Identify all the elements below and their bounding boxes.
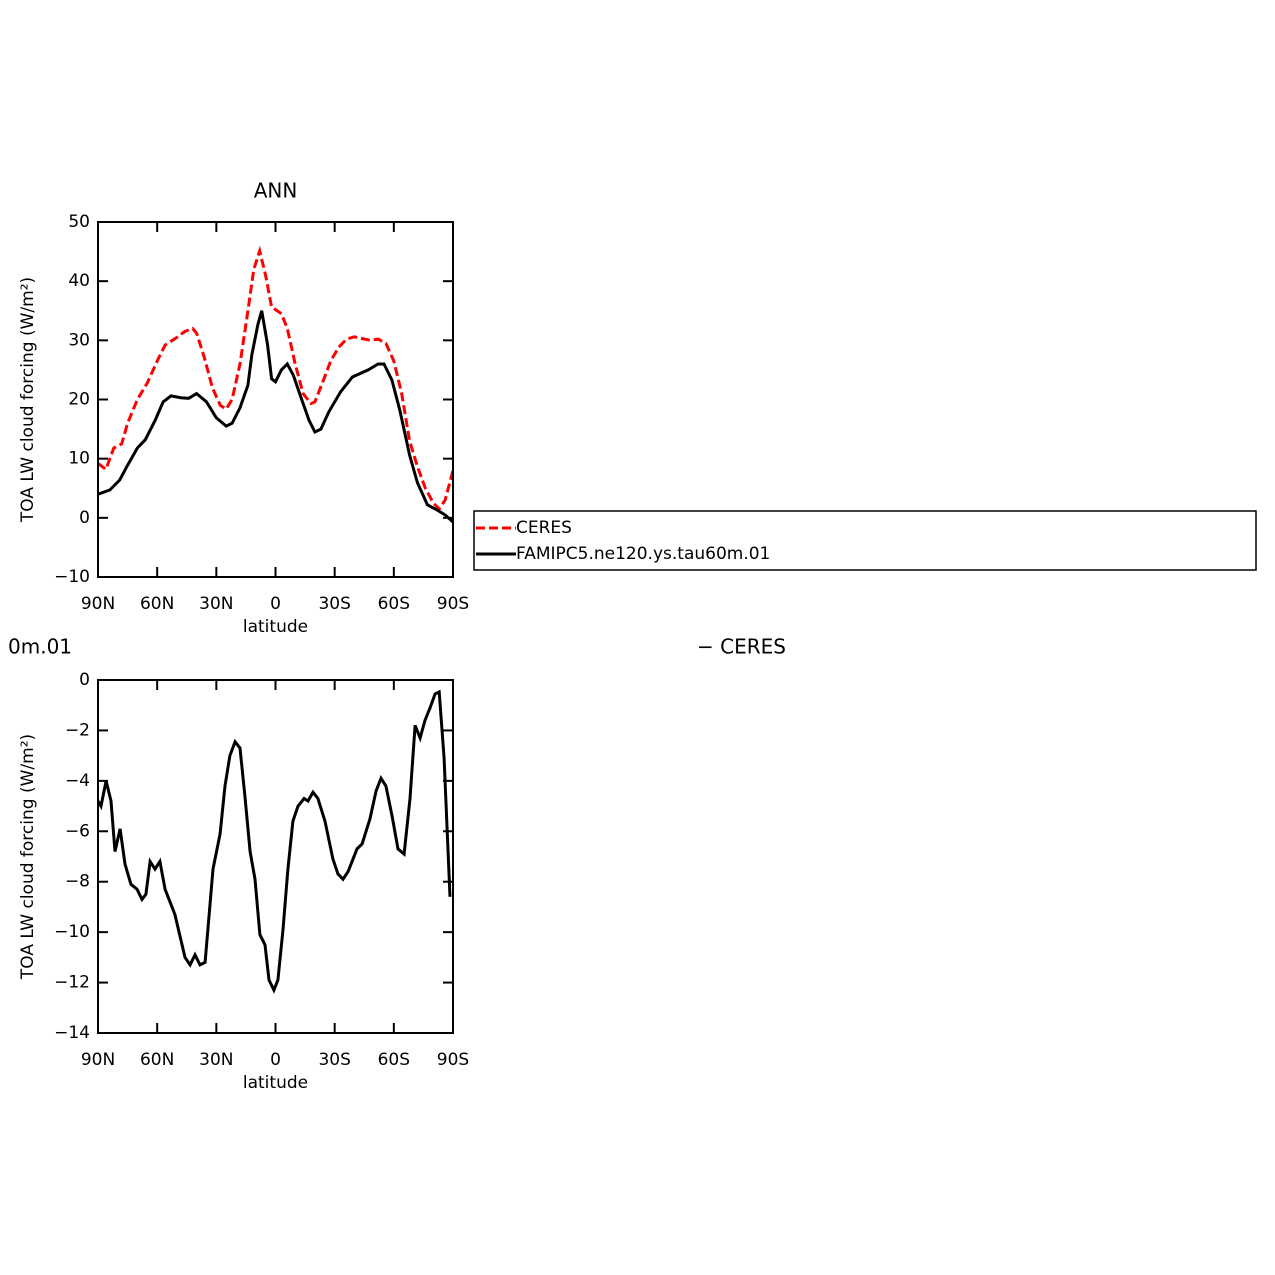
x-tick-label: 90N — [81, 1050, 115, 1070]
y-tick-label: −14 — [54, 1023, 90, 1043]
x-tick-label: 0 — [270, 1050, 281, 1070]
y-axis-label: TOA LW cloud forcing (W/m²) — [18, 734, 38, 980]
y-tick-label: −10 — [54, 922, 90, 942]
x-tick-label: 30S — [318, 594, 350, 614]
y-tick-label: 0 — [79, 508, 90, 528]
y-axis-label: TOA LW cloud forcing (W/m²) — [18, 277, 38, 523]
y-tick-label: 40 — [68, 271, 90, 291]
y-tick-label: −6 — [65, 821, 90, 841]
y-tick-label: −10 — [54, 567, 90, 587]
x-tick-label: 90N — [81, 594, 115, 614]
y-tick-label: 10 — [68, 449, 90, 469]
legend-label: FAMIPC5.ne120.ys.tau60m.01 — [516, 544, 770, 564]
y-tick-label: 20 — [68, 390, 90, 410]
title-fragment: − CERES — [697, 635, 786, 659]
x-tick-label: 30N — [199, 594, 233, 614]
legend-box — [473, 510, 1257, 571]
data-line — [98, 310, 453, 524]
x-tick-label: 60S — [378, 1050, 410, 1070]
y-tick-label: −4 — [65, 771, 90, 791]
x-axis-label: latitude — [243, 617, 308, 637]
y-tick-label: 50 — [68, 212, 90, 232]
y-tick-label: −8 — [65, 872, 90, 892]
x-tick-label: 90S — [437, 594, 469, 614]
data-line — [98, 245, 453, 512]
x-tick-label: 60S — [378, 594, 410, 614]
y-tick-label: −12 — [54, 973, 90, 993]
x-tick-label: 30S — [318, 1050, 350, 1070]
y-tick-label: 0 — [79, 670, 90, 690]
y-tick-label: −2 — [65, 720, 90, 740]
x-tick-label: 0 — [270, 594, 281, 614]
legend-label: CERES — [516, 518, 572, 538]
x-tick-label: 60N — [140, 594, 174, 614]
plot-frame — [97, 221, 454, 578]
title-fragment: 0m.01 — [8, 635, 72, 659]
x-tick-label: 30N — [199, 1050, 233, 1070]
plot-frame — [97, 679, 454, 1034]
x-axis-label: latitude — [243, 1073, 308, 1093]
x-tick-label: 60N — [140, 1050, 174, 1070]
chart-title: ANN — [254, 179, 298, 203]
x-tick-label: 90S — [437, 1050, 469, 1070]
data-line — [98, 689, 452, 994]
y-tick-label: 30 — [68, 330, 90, 350]
